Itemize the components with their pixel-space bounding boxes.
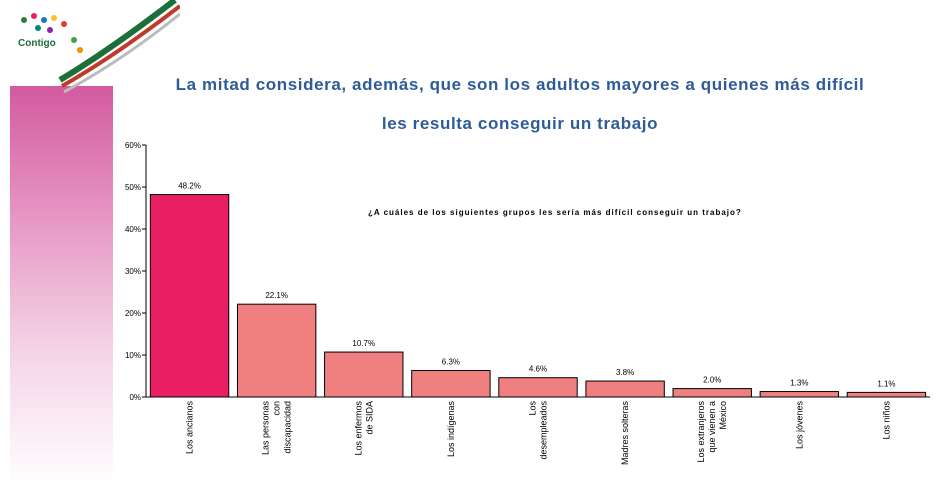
y-tick-label: 0% (129, 393, 141, 402)
category-label-line: Los jóvenes (794, 401, 804, 450)
y-tick-label: 50% (125, 183, 141, 192)
bar (672, 388, 752, 398)
y-tick-label: 10% (125, 351, 141, 360)
category-label-line: que vienen a (707, 401, 717, 453)
category-label-line: Los indígenas (446, 401, 456, 458)
bar (149, 194, 230, 398)
category-label-line: Los niños (881, 401, 891, 440)
category-label: Los extranjeros que vienen a México (696, 401, 728, 463)
y-tick-label: 40% (125, 225, 141, 234)
category-label: Las personas con discapacidad (261, 401, 293, 456)
bar (236, 303, 317, 398)
survey-question: ¿A cuáles de los siguientes grupos les s… (368, 208, 742, 217)
bar-value-label: 2.0% (703, 376, 721, 385)
decorative-sidebar (10, 86, 113, 487)
bar (411, 370, 491, 398)
chart-title-line1: La mitad considera, además, que son los … (175, 75, 865, 94)
category-label-line: Los (528, 401, 538, 416)
category-label: Los jóvenes (794, 401, 804, 450)
bar-value-label: 6.3% (442, 358, 460, 367)
category-label-line: Madres solteras (620, 401, 630, 466)
category-label: Los enfermos de SIDA (353, 401, 374, 456)
bar-value-label: 1.1% (877, 379, 895, 388)
category-label-line: Los extranjeros (696, 401, 706, 463)
category-label-line: de SIDA (364, 401, 374, 435)
category-label-line: discapacidad (283, 401, 293, 454)
bar-value-label: 22.1% (265, 291, 288, 300)
bar (759, 391, 840, 398)
bar-value-label: 3.8% (616, 368, 634, 377)
category-label: Los niños (881, 401, 891, 440)
bar-value-label: 4.6% (529, 365, 547, 374)
category-label: Los ancianos (185, 401, 195, 455)
logo-text: Contigo (18, 38, 56, 49)
bar-value-label: 10.7% (352, 339, 375, 348)
y-tick-label: 60% (125, 141, 141, 150)
category-label-line: con (272, 401, 282, 416)
bar-value-label: 1.3% (790, 379, 808, 388)
category-label-line: Los enfermos (353, 401, 363, 456)
bar (498, 377, 578, 398)
logo (21, 13, 83, 53)
category-label-line: Las personas (261, 401, 271, 456)
bar (846, 391, 927, 398)
ribbon-decoration (58, 0, 180, 94)
category-label: Los desempleados (528, 401, 549, 460)
category-label: Los indígenas (446, 401, 456, 458)
category-label-line: México (718, 401, 728, 430)
category-label-line: desempleados (539, 401, 549, 460)
bar-value-label: 48.2% (178, 182, 201, 191)
chart-title-line2: les resulta conseguir un trabajo (381, 114, 659, 133)
category-label: Madres solteras (620, 401, 630, 466)
bar (324, 351, 404, 398)
category-label-line: Los ancianos (185, 401, 195, 455)
y-tick-label: 20% (125, 309, 141, 318)
bar (585, 380, 665, 398)
y-tick-label: 30% (125, 267, 141, 276)
